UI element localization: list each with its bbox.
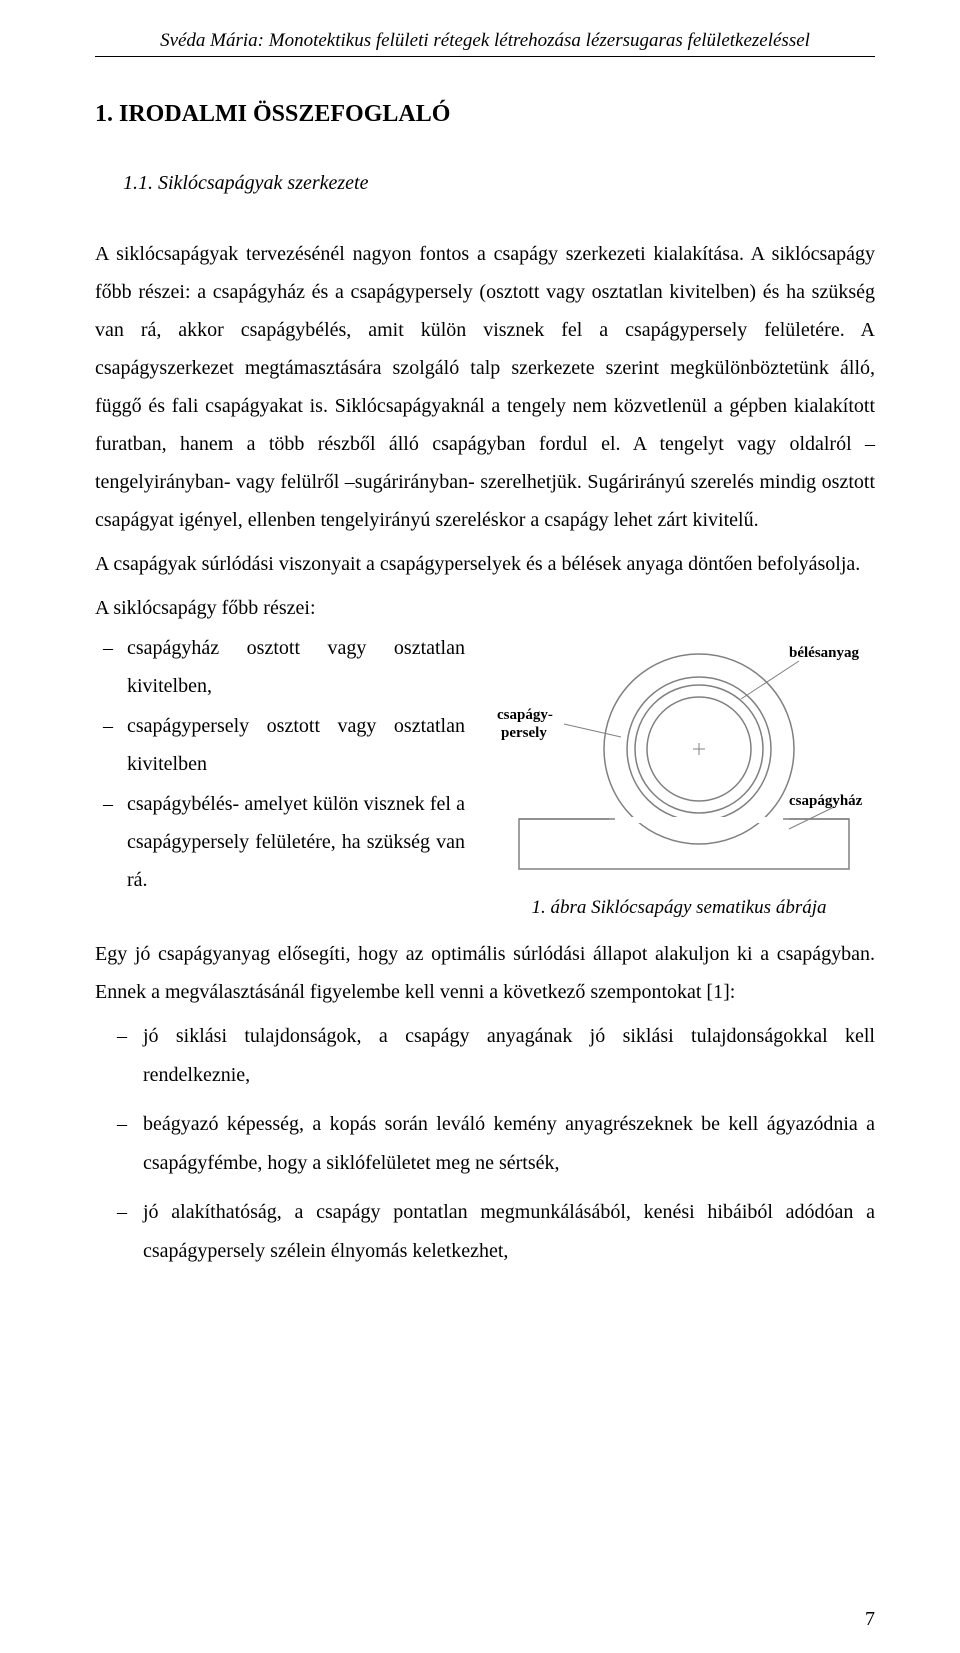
figure-caption: 1. ábra Siklócsapágy sematikus ábrája — [483, 897, 875, 919]
label-haz: csapágyház — [789, 793, 863, 809]
running-header: Svéda Mária: Monotektikus felületi réteg… — [95, 30, 875, 57]
criterion-term: jó alakíthatóság — [143, 1201, 277, 1223]
page: Svéda Mária: Monotektikus felületi réteg… — [0, 0, 960, 1653]
list-item: beágyazó képesség, a kopás során leváló … — [95, 1105, 875, 1183]
label-persely-2: persely — [501, 725, 547, 741]
label-belesanyag: bélésanyag — [789, 645, 860, 661]
parts-and-figure-row: csapágyház osztott vagy osztatlan kivite… — [95, 629, 875, 919]
heading-1: 1. IRODALMI ÖSSZEFOGLALÓ — [95, 101, 875, 128]
paragraph-2: A csapágyak súrlódási viszonyait a csapá… — [95, 545, 875, 583]
label-persely-1: csapágy- — [497, 707, 553, 723]
parts-column: csapágyház osztott vagy osztatlan kivite… — [95, 629, 465, 901]
bearing-diagram: bélésanyag csapágy- persely csapágyház — [489, 629, 869, 889]
part-term: csapágybélés — [127, 793, 233, 815]
criterion-term: jó siklási tulajdonságok — [143, 1025, 357, 1047]
paragraph-1: A siklócsapágyak tervezésénél nagyon fon… — [95, 235, 875, 539]
parts-intro: A siklócsapágy főbb részei: — [95, 589, 875, 627]
part-term: csapágypersely — [127, 715, 249, 737]
criterion-term: beágyazó képesség — [143, 1113, 299, 1135]
part-term: csapágyház — [127, 637, 219, 659]
page-number: 7 — [865, 1608, 875, 1631]
parts-list: csapágyház osztott vagy osztatlan kivite… — [95, 629, 465, 899]
paragraph-3: Egy jó csapágyanyag elősegíti, hogy az o… — [95, 935, 875, 1011]
criteria-list: jó siklási tulajdonságok, a csapágy anya… — [95, 1017, 875, 1271]
list-item: csapágypersely osztott vagy osztatlan ki… — [95, 707, 465, 783]
list-item: jó siklási tulajdonságok, a csapágy anya… — [95, 1017, 875, 1095]
list-item: csapágyház osztott vagy osztatlan kivite… — [95, 629, 465, 705]
figure-column: bélésanyag csapágy- persely csapágyház 1… — [483, 629, 875, 919]
list-item: csapágybélés- amelyet külön visznek fel … — [95, 785, 465, 899]
heading-2: 1.1. Siklócsapágyak szerkezete — [123, 172, 875, 195]
list-item: jó alakíthatóság, a csapágy pontatlan me… — [95, 1193, 875, 1271]
